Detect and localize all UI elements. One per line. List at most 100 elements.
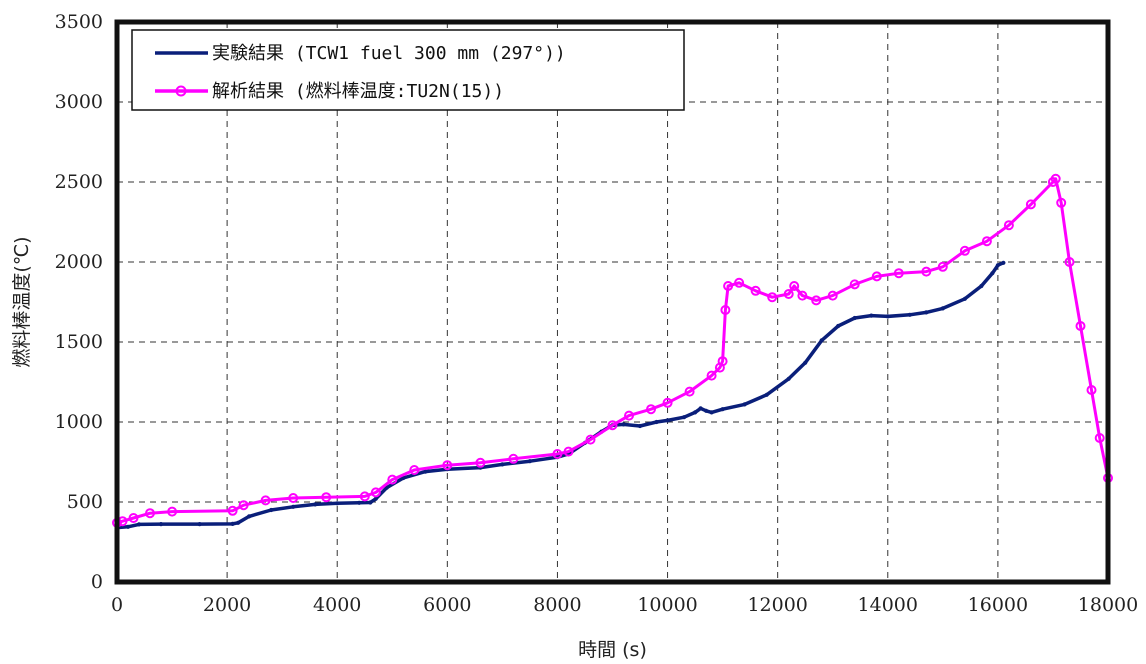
data-point	[624, 410, 634, 421]
data-point	[836, 323, 841, 329]
data-point	[684, 386, 695, 397]
data-point	[869, 313, 874, 318]
x-tick-label: 14000	[858, 594, 918, 616]
data-point	[167, 506, 178, 517]
data-point	[288, 493, 299, 503]
data-point	[1050, 173, 1061, 184]
series-line-1	[116, 177, 1110, 525]
data-point	[893, 268, 904, 279]
x-tick-labels: 0 2000 4000 6000 8000 10000 12000 14000 16000 180…	[111, 594, 1138, 616]
data-point	[409, 465, 420, 475]
data-point	[797, 290, 808, 301]
data-point	[698, 406, 703, 411]
data-point	[260, 495, 271, 506]
y-tick-labels: 0 500 1000 1500 2000 2500 3000 3500	[55, 11, 103, 593]
data-point	[359, 491, 370, 502]
x-tick-label: 10000	[637, 594, 697, 616]
legend-label-experiment: 実験結果 (TCW1 fuel 300 mm (297°))	[212, 43, 566, 64]
x-tick-label: 6000	[423, 594, 471, 616]
y-tick-label: 3000	[55, 91, 103, 113]
data-point	[959, 245, 970, 256]
data-point	[357, 500, 362, 505]
data-point	[291, 504, 296, 509]
data-point	[654, 419, 659, 425]
data-point	[373, 496, 378, 501]
data-point	[990, 271, 995, 276]
data-point	[236, 520, 241, 525]
data-point	[723, 281, 734, 291]
data-point	[940, 306, 945, 311]
data-point	[704, 408, 709, 413]
data-point	[924, 310, 929, 315]
series-0	[114, 260, 1006, 530]
data-point	[665, 418, 670, 423]
data-point	[313, 502, 318, 507]
data-point	[637, 423, 643, 429]
data-point	[247, 514, 252, 519]
data-point	[269, 507, 274, 513]
data-point	[1056, 197, 1067, 208]
data-point	[693, 410, 698, 415]
legend-marker-analysis	[175, 85, 187, 97]
data-point	[527, 459, 533, 464]
data-point	[1094, 433, 1105, 443]
data-point	[789, 281, 800, 291]
x-tick-label: 8000	[533, 594, 581, 616]
data-point	[811, 295, 822, 306]
x-tick-label: 0	[111, 594, 123, 616]
data-point	[720, 407, 725, 412]
data-point	[786, 376, 791, 381]
data-point	[607, 420, 618, 431]
x-tick-label: 4000	[313, 594, 361, 616]
data-point	[227, 505, 238, 516]
y-tick-label: 1000	[55, 411, 103, 433]
data-point	[1001, 260, 1006, 265]
data-point	[682, 415, 687, 420]
data-point	[238, 500, 249, 511]
data-point	[128, 513, 139, 523]
x-tick-label: 18000	[1078, 594, 1138, 616]
data-point	[646, 404, 656, 415]
data-point	[1086, 385, 1097, 395]
data-point	[500, 462, 505, 467]
data-point	[937, 261, 948, 272]
data-point	[783, 289, 794, 299]
data-point	[767, 292, 778, 303]
data-point	[563, 446, 574, 457]
series-layer	[112, 173, 1113, 530]
legend: 実験結果 (TCW1 fuel 300 mm (297°)) 解析結果 (燃料棒…	[131, 29, 685, 111]
x-tick-label: 16000	[968, 594, 1028, 616]
data-point	[717, 356, 728, 367]
data-point	[827, 290, 838, 301]
y-axis-label: 燃料棒温度(℃)	[11, 236, 33, 367]
data-point	[145, 508, 155, 519]
data-point	[764, 392, 769, 397]
y-tick-label: 2000	[55, 251, 103, 273]
data-point	[709, 410, 714, 415]
data-point	[585, 434, 596, 445]
data-point	[871, 271, 882, 282]
y-tick-label: 3500	[55, 11, 103, 33]
data-point	[370, 487, 381, 498]
series-1	[112, 173, 1113, 528]
data-point	[981, 236, 992, 247]
data-point	[1064, 257, 1075, 267]
data-point	[335, 501, 340, 506]
y-tick-label: 500	[67, 491, 103, 513]
data-point	[384, 485, 389, 490]
data-point	[1003, 220, 1014, 231]
data-point	[720, 305, 731, 315]
data-point	[621, 422, 626, 427]
data-point	[321, 492, 332, 503]
data-point	[734, 277, 745, 288]
series-line-0	[116, 261, 1005, 530]
data-point	[819, 338, 824, 343]
x-axis-label: 時間 (s)	[578, 639, 647, 661]
y-tick-label: 0	[91, 571, 103, 593]
data-point	[442, 460, 453, 471]
data-point	[1075, 321, 1086, 331]
x-tick-label: 2000	[203, 594, 251, 616]
data-point	[125, 524, 131, 529]
data-point	[423, 469, 428, 474]
data-point	[368, 500, 373, 505]
